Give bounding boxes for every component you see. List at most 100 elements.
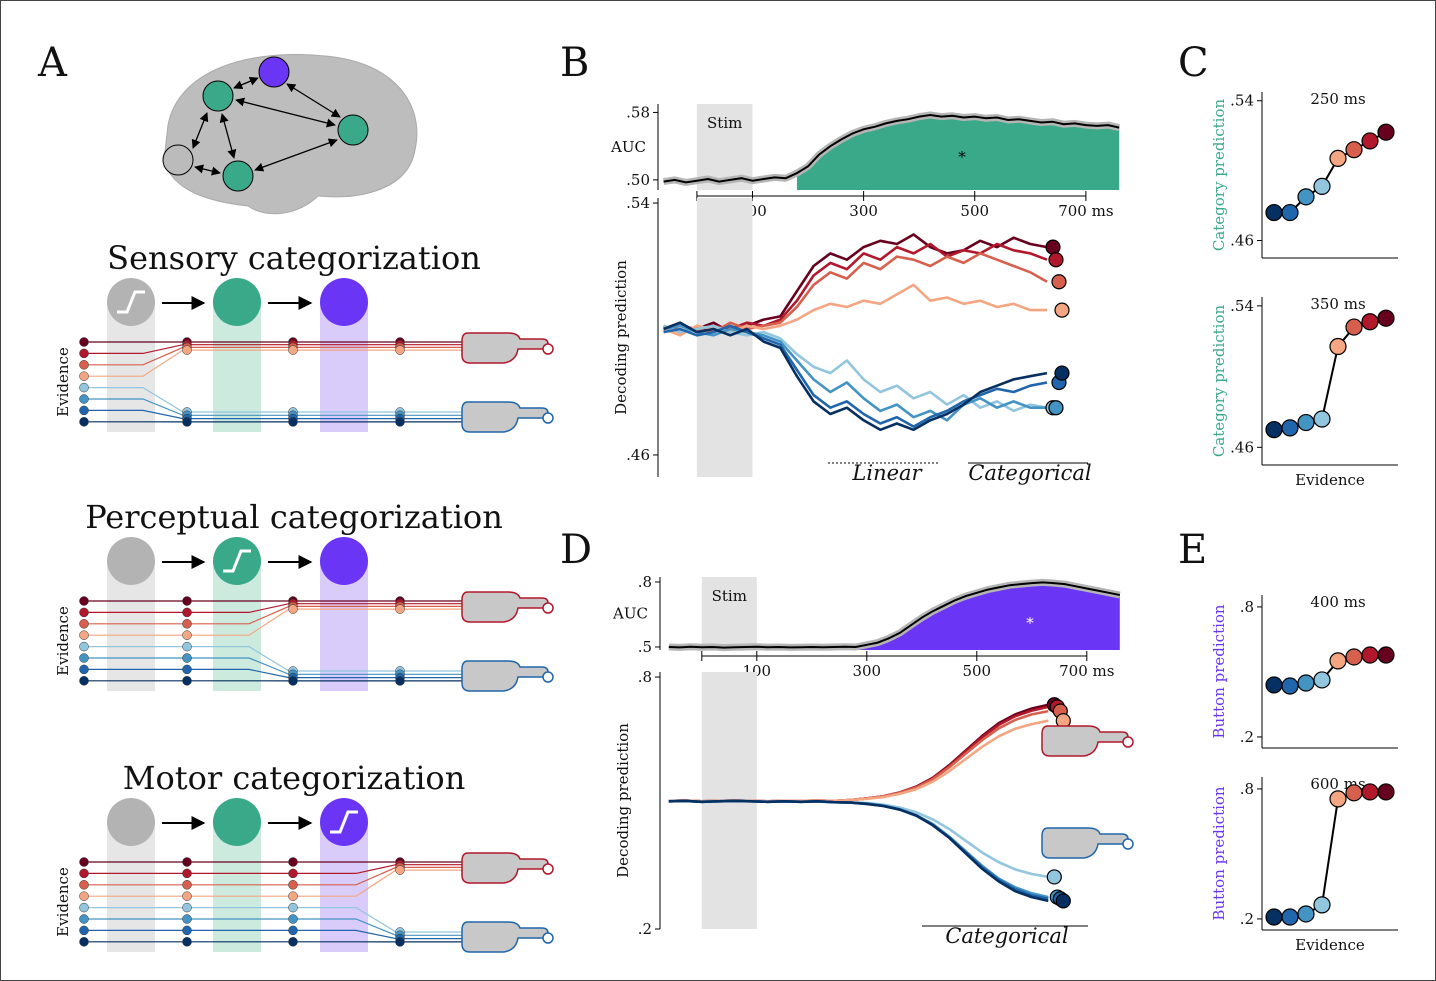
evidence-dot <box>183 937 192 946</box>
hand-button <box>1123 839 1133 849</box>
chart-title: 250 ms <box>1310 90 1365 108</box>
endpoint-marker <box>1049 253 1063 267</box>
point <box>1266 677 1282 693</box>
evidence-dot <box>289 605 298 614</box>
endpoint-marker <box>1052 275 1066 289</box>
point <box>1362 133 1378 149</box>
point <box>1330 339 1346 355</box>
axis-label: Evidence <box>54 867 72 937</box>
chart-title: 350 ms <box>1310 295 1365 313</box>
stage-node <box>107 537 155 585</box>
point <box>1314 897 1330 913</box>
x-tick-label: 700 ms <box>1059 662 1114 680</box>
y-axis-label: Decoding prediction <box>614 723 632 878</box>
point <box>1378 124 1394 140</box>
evidence-dot <box>80 417 89 426</box>
y-tick-label: .8 <box>1240 598 1254 616</box>
y-tick-label: .8 <box>638 668 652 686</box>
evidence-dot <box>80 608 89 617</box>
y-tick-label: .46 <box>1230 232 1254 250</box>
axis-label: Evidence <box>54 606 72 676</box>
evidence-dot <box>80 642 89 651</box>
evidence-dot <box>80 880 89 889</box>
x-tick-label: 500 <box>960 202 989 220</box>
chart-title: 400 ms <box>1310 593 1365 611</box>
panel-label: A <box>37 40 68 86</box>
evidence-dot <box>80 869 89 878</box>
evidence-dot <box>80 858 89 867</box>
evidence-dot <box>183 926 192 935</box>
evidence-dot <box>183 869 192 878</box>
evidence-dot <box>80 892 89 901</box>
evidence-dot <box>80 349 89 358</box>
evidence-dot <box>289 892 298 901</box>
evidence-dot <box>289 880 298 889</box>
y-tick-label: .46 <box>626 446 650 464</box>
stage-node <box>213 798 261 846</box>
endpoint-marker <box>1055 366 1069 380</box>
evidence-dot <box>183 858 192 867</box>
evidence-dot <box>80 597 89 606</box>
hand-button <box>543 344 553 354</box>
evidence-dot <box>289 676 298 685</box>
point <box>1282 909 1298 925</box>
hand-button <box>543 603 553 613</box>
hand-button <box>1123 737 1133 747</box>
hand-button <box>543 413 553 423</box>
evidence-dot <box>183 654 192 663</box>
stim-label: Stim <box>712 587 747 605</box>
stage-node <box>320 537 368 585</box>
hand-button <box>543 864 553 874</box>
y-tick-label: .46 <box>1230 438 1254 456</box>
evidence-dot <box>80 406 89 415</box>
evidence-dot <box>289 937 298 946</box>
annotation: Categorical <box>968 461 1091 485</box>
evidence-dot <box>183 880 192 889</box>
point <box>1330 653 1346 669</box>
evidence-dot <box>289 926 298 935</box>
evidence-dot <box>80 360 89 369</box>
y-axis-label: Category prediction <box>1210 304 1228 457</box>
point <box>1378 784 1394 800</box>
evidence-dot <box>396 937 405 946</box>
y-tick-label: .5 <box>638 638 652 656</box>
evidence-dot <box>289 858 298 867</box>
y-axis-label: Button prediction <box>1210 786 1228 921</box>
stim-label: Stim <box>707 114 742 132</box>
y-tick-label: .54 <box>1230 92 1254 110</box>
x-tick-label: 700 ms <box>1058 202 1113 220</box>
evidence-dot <box>80 372 89 381</box>
y-tick-label: .54 <box>1230 297 1254 315</box>
evidence-dot <box>183 417 192 426</box>
evidence-dot <box>183 665 192 674</box>
endpoint-marker <box>1049 401 1063 415</box>
endpoint-marker <box>1046 240 1060 254</box>
panel-label: C <box>1178 40 1209 86</box>
stage-node <box>213 278 261 326</box>
y-axis-label: AUC <box>610 138 646 156</box>
point <box>1362 784 1378 800</box>
row-title: Motor categorization <box>123 759 466 797</box>
evidence-dot <box>289 417 298 426</box>
evidence-dot <box>183 892 192 901</box>
evidence-dot <box>396 346 405 355</box>
point <box>1266 422 1282 438</box>
y-axis-label: Button prediction <box>1210 604 1228 739</box>
x-tick-label: 300 <box>849 202 878 220</box>
figure: A B C D E Sensory categorizationEvidence… <box>0 0 1436 981</box>
point <box>1314 672 1330 688</box>
endpoint-marker <box>1047 870 1061 884</box>
point <box>1346 649 1362 665</box>
point <box>1298 415 1314 431</box>
point <box>1346 319 1362 335</box>
significance-star: * <box>1026 614 1034 632</box>
endpoint-marker <box>1056 894 1070 908</box>
point <box>1378 647 1394 663</box>
evidence-dot <box>80 915 89 924</box>
evidence-dot <box>80 619 89 628</box>
annotation: Categorical <box>945 924 1068 948</box>
panel-label: E <box>1178 527 1207 573</box>
axis-label: Evidence <box>54 347 72 417</box>
point <box>1282 420 1298 436</box>
hand-button <box>543 933 553 943</box>
